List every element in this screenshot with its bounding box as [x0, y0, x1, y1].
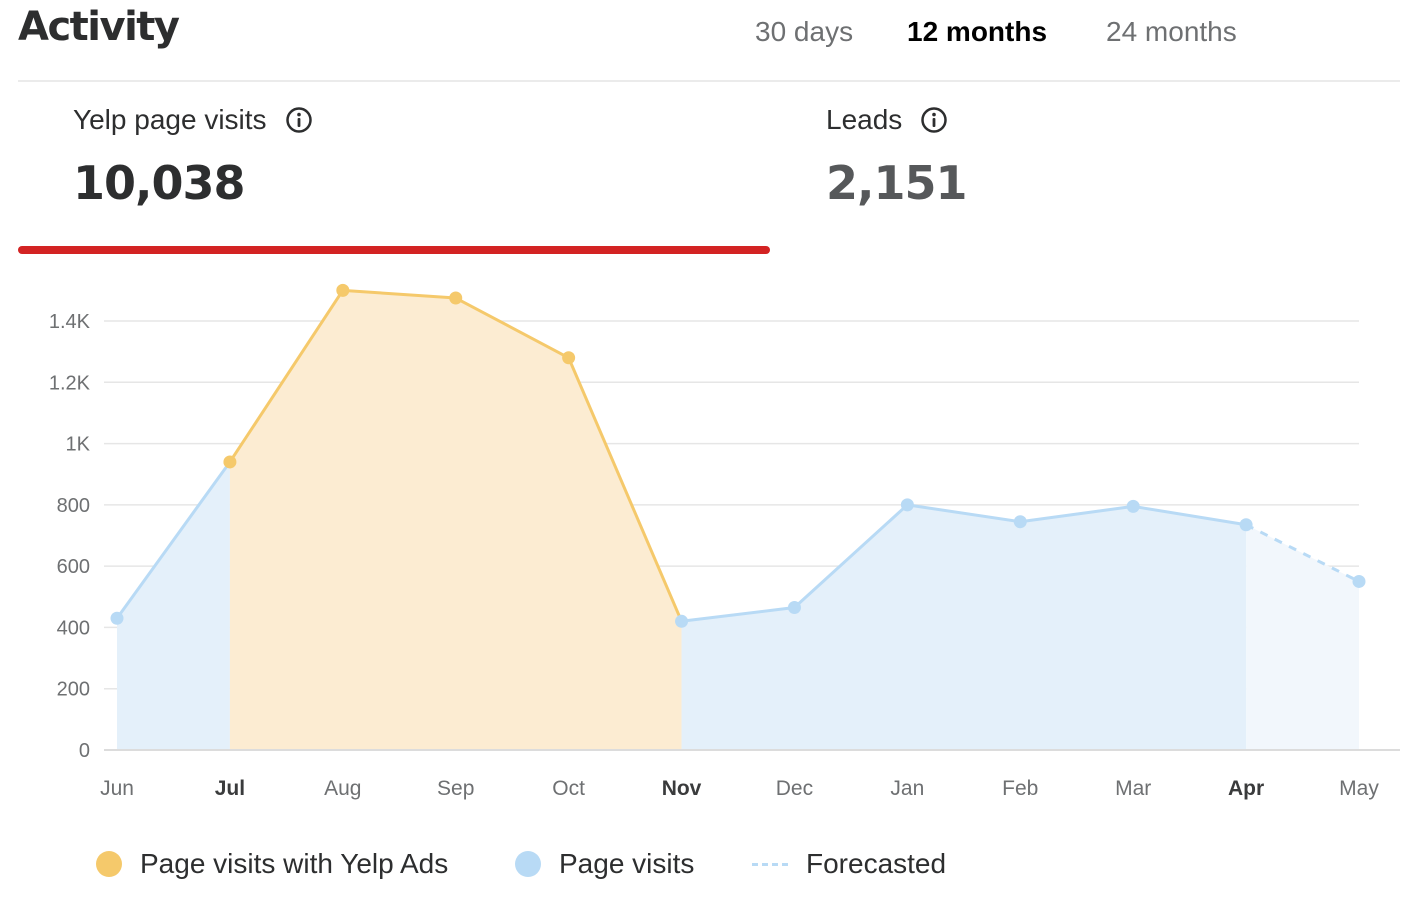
- metric-page-visits-label: Yelp page visits: [73, 104, 267, 135]
- legend-dash-icon: [752, 862, 788, 866]
- legend-dot-icon: [96, 851, 122, 877]
- legend-dot-icon: [515, 851, 541, 877]
- x-tick-label: Apr: [1228, 777, 1264, 800]
- metric-leads-label: Leads: [826, 104, 903, 135]
- data-point: [223, 455, 237, 469]
- series-line-page-visits: [115, 461, 232, 620]
- y-tick-label: 200: [57, 679, 90, 701]
- data-point: [675, 614, 689, 628]
- area-page-visits: [117, 461, 230, 750]
- x-tick-label: Jan: [890, 777, 924, 800]
- info-icon[interactable]: [285, 106, 313, 134]
- data-point: [900, 498, 914, 512]
- legend-item-visits: Page visits: [515, 848, 694, 880]
- y-tick-label: 1.2K: [49, 372, 91, 394]
- x-tick-label: Oct: [552, 777, 585, 800]
- area-forecasted: [1246, 524, 1359, 750]
- info-icon[interactable]: [920, 106, 948, 134]
- y-tick-label: 0: [79, 740, 90, 762]
- data-point: [1352, 574, 1366, 588]
- x-tick-label: Jul: [215, 777, 245, 800]
- selected-metric-indicator: [18, 246, 770, 254]
- data-point: [562, 351, 576, 365]
- data-point: [110, 611, 124, 625]
- legend-label: Forecasted: [806, 848, 947, 879]
- data-point: [787, 601, 801, 615]
- x-tick-label: Aug: [324, 777, 361, 800]
- data-point: [1126, 499, 1140, 513]
- x-tick-label: Jun: [100, 777, 134, 800]
- y-tick-label: 600: [57, 556, 90, 578]
- metric-leads-value: 2,151: [826, 156, 968, 210]
- header-divider: [18, 80, 1400, 82]
- metric-page-visits-value: 10,038: [73, 156, 246, 210]
- activity-chart: 0 200 400 600 800 1K 1.2K 1.4K Jun Jul Aug Sep Oct No…: [49, 283, 1400, 800]
- y-tick-label: 1.4K: [49, 311, 91, 333]
- data-point: [1239, 518, 1253, 532]
- tab-24-months[interactable]: 24 months: [1106, 16, 1237, 47]
- period-tabs: 30 days 12 months 24 months: [0, 16, 1414, 56]
- x-tick-label: Dec: [776, 777, 813, 800]
- x-tick-label: Feb: [1002, 777, 1038, 800]
- legend-label: Page visits: [559, 848, 695, 879]
- page-title: Activity: [18, 4, 180, 50]
- y-tick-label: 800: [57, 495, 90, 517]
- series-line-page-visits: [681, 503, 1247, 623]
- y-tick-label: 1K: [66, 434, 91, 456]
- metric-page-visits[interactable]: Yelp page visits 10,038: [73, 100, 313, 210]
- tab-12-months[interactable]: 12 months: [907, 16, 1048, 47]
- metric-leads[interactable]: Leads 2,151: [826, 100, 968, 210]
- legend-label: Page visits with Yelp Ads: [140, 848, 449, 879]
- data-point: [1013, 515, 1027, 529]
- data-point: [336, 283, 350, 297]
- x-tick-label: May: [1339, 777, 1379, 800]
- y-tick-label: 400: [57, 617, 90, 639]
- legend-item-ads: Page visits with Yelp Ads: [96, 848, 448, 880]
- legend-item-forecasted: Forecasted: [752, 848, 946, 880]
- area-page-visits: [681, 504, 1247, 750]
- tab-30-days[interactable]: 30 days: [755, 16, 854, 47]
- x-tick-label: Sep: [437, 777, 474, 800]
- data-point: [449, 291, 463, 305]
- chart-legend: Page visits with Yelp Ads Page visits Fo…: [0, 848, 1414, 888]
- x-tick-label: Mar: [1115, 777, 1151, 800]
- area-page-visits-with-yelp-ads: [229, 290, 682, 750]
- x-tick-label: Nov: [662, 777, 702, 800]
- series-line-forecasted: [1245, 523, 1360, 583]
